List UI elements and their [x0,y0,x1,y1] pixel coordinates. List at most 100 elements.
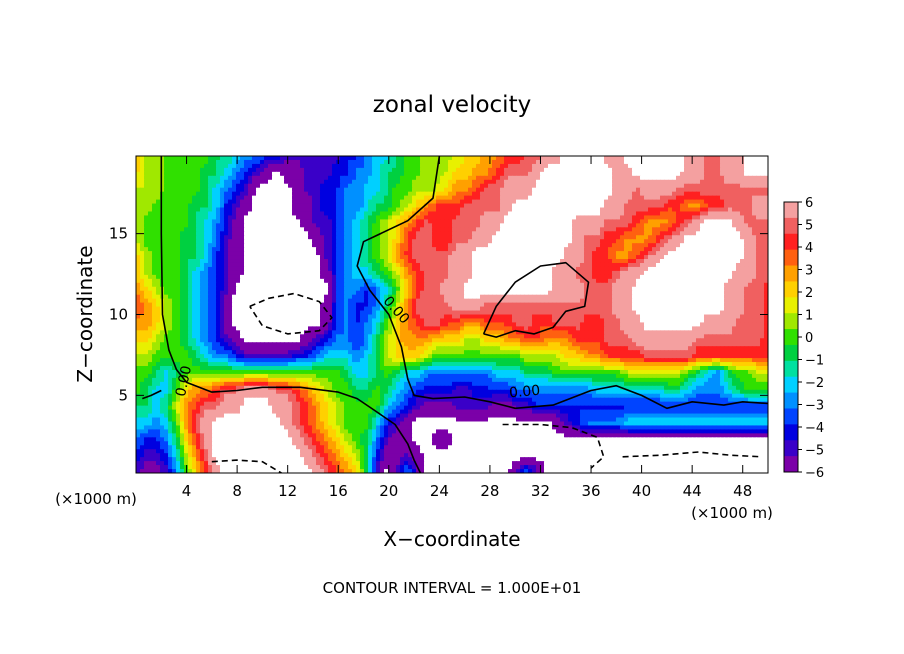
heatmap-cell [344,274,349,280]
heatmap-cell [428,223,433,228]
heatmap-cell [396,243,401,248]
heatmap-cell [352,235,357,240]
heatmap-cell [524,262,529,268]
heatmap-cell [756,239,761,244]
heatmap-cell [596,195,601,201]
heatmap-cell [748,167,753,173]
heatmap-cell [648,247,653,252]
heatmap-cell [552,266,557,272]
heatmap-cell [396,255,401,260]
heatmap-cell [336,203,341,209]
heatmap-cell [744,159,749,165]
heatmap-cell [476,235,481,240]
heatmap-cell [288,219,293,224]
heatmap-cell [228,251,233,256]
heatmap-cell [228,247,233,252]
heatmap-cell [732,255,737,260]
heatmap-cell [684,215,689,220]
heatmap-cell [580,167,585,173]
heatmap-cell [336,199,341,205]
heatmap-cell [456,219,461,224]
heatmap-cell [724,251,729,256]
heatmap-cell [300,215,305,220]
heatmap-cell [764,239,768,244]
heatmap-cell [432,274,437,280]
heatmap-cell [192,171,197,177]
heatmap-cell [376,203,381,209]
heatmap-cell [256,203,261,209]
heatmap-cell [536,195,541,201]
heatmap-cell [612,199,617,205]
heatmap-cell [632,262,637,268]
heatmap-cell [168,262,173,268]
heatmap-cell [400,223,405,228]
heatmap-cell [520,243,525,248]
heatmap-cell [496,251,501,256]
heatmap-cell [196,259,201,264]
heatmap-cell [240,159,245,165]
heatmap-cell [184,191,189,197]
heatmap-cell [320,195,325,201]
heatmap-cell [368,223,373,228]
heatmap-cell [444,235,449,240]
heatmap-cell [212,235,217,240]
heatmap-cell [488,175,493,181]
heatmap-cell [308,219,313,224]
heatmap-cell [220,215,225,220]
heatmap-cell [336,211,341,217]
heatmap-cell [328,251,333,256]
heatmap-cell [420,199,425,205]
heatmap-cell [552,156,557,161]
heatmap-cell [588,195,593,201]
heatmap-cell [648,207,653,213]
heatmap-cell [644,183,649,189]
heatmap-cell [484,235,489,240]
heatmap-cell [564,255,569,260]
heatmap-cell [548,219,553,224]
heatmap-cell [284,195,289,201]
heatmap-cell [212,171,217,177]
heatmap-cell [384,179,389,185]
heatmap-cell [220,159,225,165]
heatmap-cell [512,255,517,260]
heatmap-cell [304,235,309,240]
heatmap-cell [396,203,401,209]
heatmap-cell [136,159,141,165]
heatmap-cell [536,262,541,268]
heatmap-cell [136,163,141,169]
heatmap-cell [372,243,377,248]
heatmap-cell [472,270,477,276]
heatmap-cell [396,171,401,177]
heatmap-cell [368,207,373,213]
heatmap-cell [564,167,569,173]
heatmap-cell [700,171,705,177]
heatmap-cell [392,171,397,177]
heatmap-cell [292,156,297,161]
heatmap-cell [392,262,397,268]
heatmap-cell [196,175,201,181]
heatmap-cell [492,274,497,280]
heatmap-cell [156,199,161,205]
heatmap-cell [728,175,733,181]
heatmap-cell [672,211,677,217]
heatmap-cell [200,231,205,236]
heatmap-cell [196,274,201,280]
heatmap-cell [200,183,205,189]
heatmap-cell [620,251,625,256]
heatmap-cell [720,211,725,217]
heatmap-cell [720,219,725,224]
heatmap-cell [500,215,505,220]
heatmap-cell [208,247,213,252]
heatmap-cell [496,223,501,228]
heatmap-cell [600,266,605,272]
heatmap-cell [432,195,437,201]
heatmap-cell [292,219,297,224]
heatmap-cell [264,215,269,220]
heatmap-cell [220,255,225,260]
heatmap-cell [472,262,477,268]
heatmap-cell [308,179,313,185]
heatmap-cell [716,191,721,197]
heatmap-cell [260,278,265,284]
heatmap-cell [384,156,389,161]
heatmap-cell [688,259,693,264]
